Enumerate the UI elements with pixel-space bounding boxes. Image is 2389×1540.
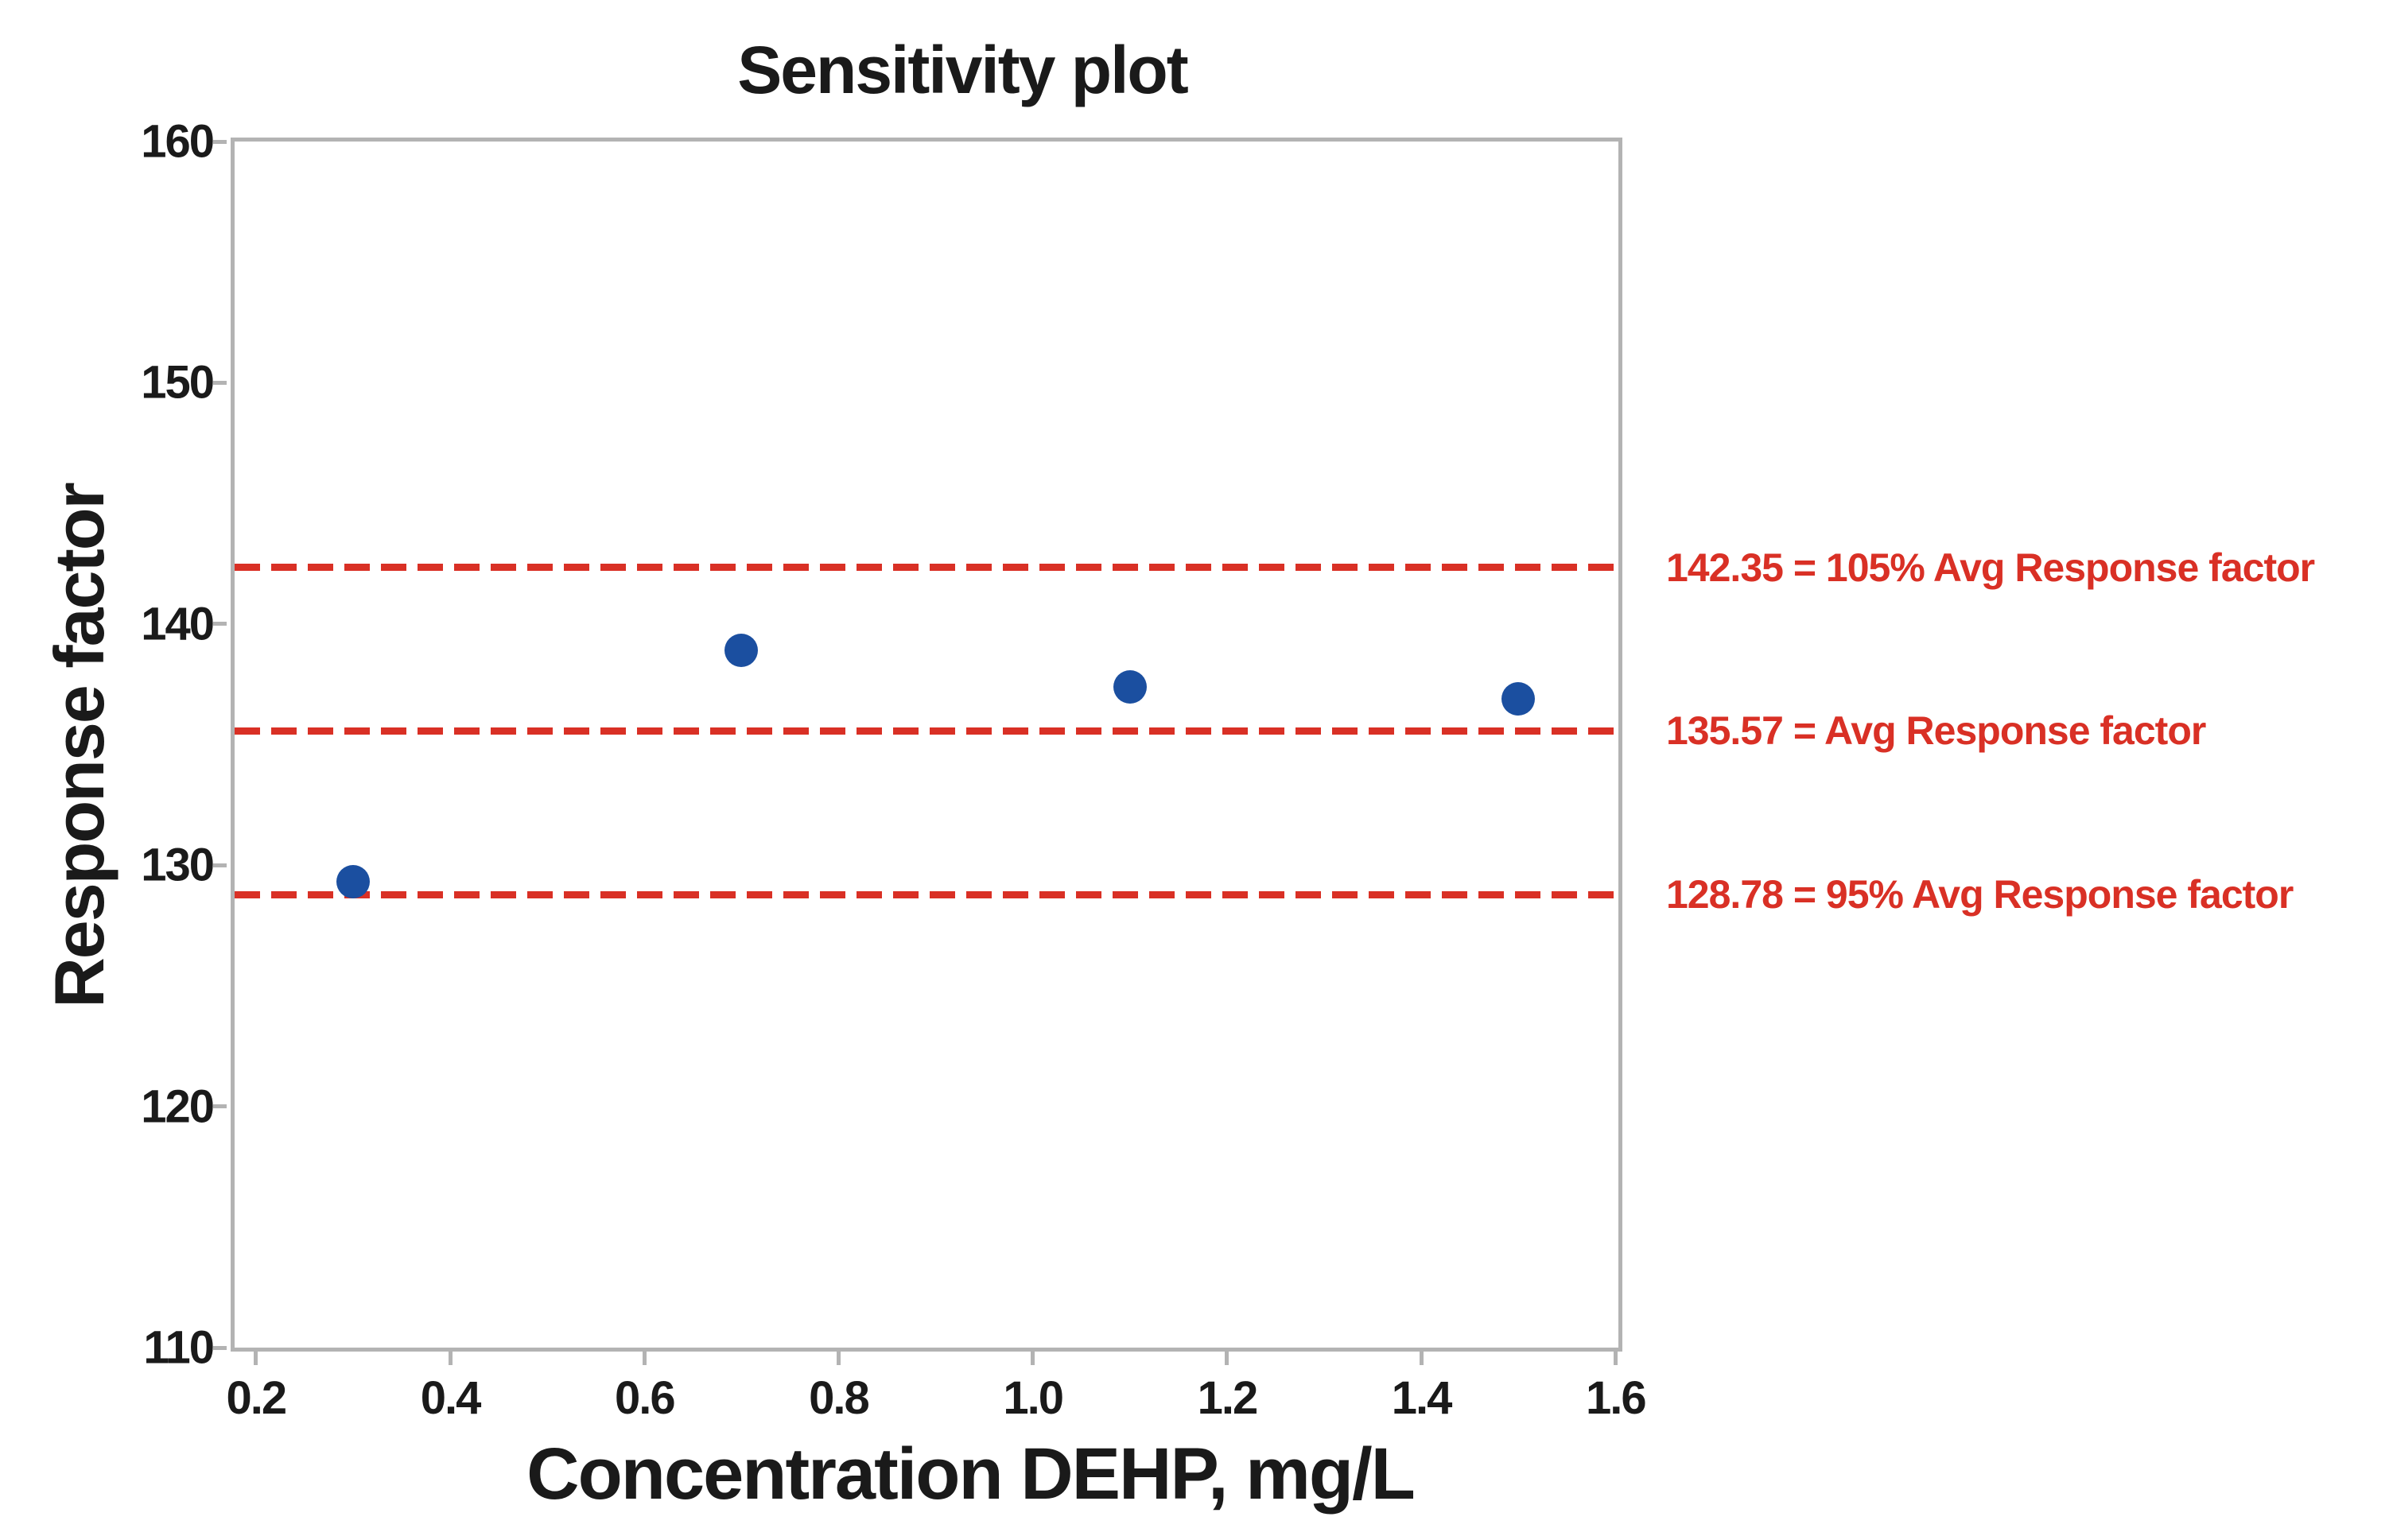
x-tick-mark-0.8 <box>836 1352 841 1365</box>
x-tick-label-0.2: 0.2 <box>226 1372 288 1424</box>
y-tick-label-150: 150 <box>141 356 215 409</box>
y-tick-mark-120 <box>213 1104 227 1109</box>
x-tick-mark-1.4 <box>1419 1352 1424 1365</box>
x-tick-label-1.4: 1.4 <box>1391 1372 1453 1424</box>
y-tick-label-130: 130 <box>141 839 215 891</box>
x-tick-mark-0.2 <box>254 1352 258 1365</box>
reference-line-142.35 <box>235 564 1618 571</box>
chart-title: Sensitivity plot <box>737 33 1188 107</box>
x-tick-mark-1.2 <box>1225 1352 1229 1365</box>
reference-line-135.57 <box>235 727 1618 735</box>
x-tick-mark-1.6 <box>1613 1352 1618 1365</box>
y-tick-mark-160 <box>213 139 227 144</box>
x-tick-mark-1.0 <box>1031 1352 1035 1365</box>
reference-line-label-1: 135.57 = Avg Response factor <box>1666 708 2206 754</box>
x-tick-label-0.4: 0.4 <box>420 1372 482 1424</box>
x-tick-label-0.8: 0.8 <box>809 1372 870 1424</box>
x-tick-label-1.6: 1.6 <box>1586 1372 1647 1424</box>
y-axis-title: Response factor <box>40 483 118 1008</box>
x-tick-label-1.2: 1.2 <box>1197 1372 1259 1424</box>
y-tick-mark-110 <box>213 1345 227 1350</box>
data-point-3 <box>1113 669 1147 704</box>
y-tick-label-110: 110 <box>143 1321 215 1374</box>
x-tick-mark-0.4 <box>448 1352 453 1365</box>
y-tick-mark-130 <box>213 863 227 867</box>
reference-line-128.78 <box>235 890 1618 898</box>
y-tick-label-160: 160 <box>141 115 215 168</box>
data-point-1 <box>336 865 370 899</box>
reference-line-label-0: 142.35 = 105% Avg Response factor <box>1666 545 2315 590</box>
x-axis-title: Concentration DEHP, mg/L <box>526 1433 1416 1515</box>
data-point-2 <box>724 634 759 668</box>
y-tick-mark-140 <box>213 622 227 626</box>
plot-area <box>231 138 1622 1352</box>
x-tick-mark-0.6 <box>642 1352 647 1365</box>
y-tick-mark-150 <box>213 380 227 385</box>
plot-data-region <box>235 142 1618 1348</box>
y-tick-label-120: 120 <box>141 1080 215 1133</box>
y-tick-label-140: 140 <box>141 598 215 650</box>
data-point-4 <box>1501 681 1536 716</box>
x-tick-label-1.0: 1.0 <box>1003 1372 1064 1424</box>
reference-line-label-2: 128.78 = 95% Avg Response factor <box>1666 872 2294 917</box>
x-tick-label-0.6: 0.6 <box>614 1372 676 1424</box>
